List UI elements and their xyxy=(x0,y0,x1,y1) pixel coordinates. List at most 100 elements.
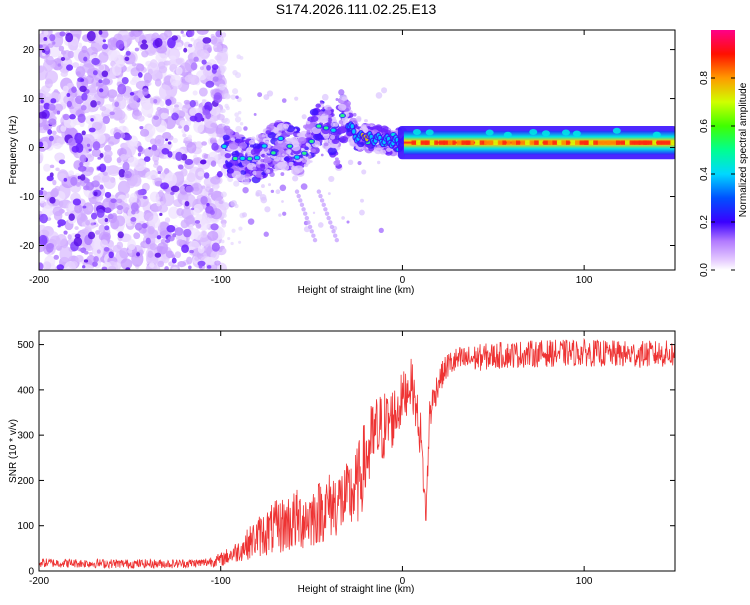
heatmap-cell-fade xyxy=(222,213,227,218)
heatmap-cell-transition xyxy=(277,150,286,158)
heatmap-cell-transition xyxy=(309,108,319,116)
heatmap-cell-noise xyxy=(186,256,193,265)
heatmap-cell-stray xyxy=(264,206,271,213)
heatmap-cell-noise xyxy=(104,149,113,158)
heatmap-cell-noise-peak xyxy=(120,132,126,139)
heatmap-cell-fade xyxy=(233,180,240,187)
heatmap-cell-noise xyxy=(95,230,101,235)
heatmap-cell-noise-peak xyxy=(73,237,83,247)
heatmap-cell-noise xyxy=(98,64,105,71)
heatmap-cell-noise xyxy=(76,181,81,187)
heatmap-cell-noise xyxy=(78,42,83,48)
heatmap-cell-noise xyxy=(103,176,116,190)
heatmap-cell-noise-peak xyxy=(200,195,208,205)
heatmap-tone-core xyxy=(429,140,436,145)
x-tick-label: -200 xyxy=(29,576,49,587)
heatmap-tone-core xyxy=(438,140,445,145)
heatmap-cell-fade xyxy=(224,103,229,109)
heatmap-cell-fade xyxy=(223,201,229,208)
heatmap-cell-noise xyxy=(58,45,65,52)
heatmap-cell-noise xyxy=(108,95,115,103)
x-tick-label: 100 xyxy=(576,275,593,286)
heatmap-cell-noise-peak xyxy=(74,132,84,144)
heatmap-cell-noise-peak xyxy=(170,191,175,196)
heatmap-cell-noise-peak xyxy=(39,111,47,119)
heatmap-cell-stray xyxy=(312,211,316,215)
heatmap-cell-noise-peak xyxy=(198,264,203,269)
heatmap-cell-fade xyxy=(227,236,231,241)
heatmap-cell-noise xyxy=(200,230,208,238)
heatmap-cell-noise-peak xyxy=(123,134,132,141)
snr-series-line xyxy=(39,337,675,570)
heatmap-cell-noise-peak xyxy=(154,37,163,48)
heatmap-cell-noise-peak xyxy=(161,148,170,155)
heatmap-cell-noise-peak xyxy=(108,251,114,259)
heatmap-cell-transition xyxy=(273,156,281,162)
heatmap-cell-transition xyxy=(304,123,314,132)
heatmap-tone-core xyxy=(656,140,662,145)
heatmap-cell-stray xyxy=(378,227,384,234)
heatmap-cell-fade xyxy=(239,56,244,60)
heatmap-cell-transition xyxy=(327,147,338,155)
heatmap-tone-core xyxy=(506,140,511,145)
heatmap-tone-bump xyxy=(541,130,550,137)
heatmap-cell-fade xyxy=(231,228,236,233)
heatmap-cell-noise xyxy=(75,254,84,263)
heatmap-cell-fade xyxy=(238,240,242,244)
heatmap-cell-transition xyxy=(364,119,368,123)
heatmap-cell-noise xyxy=(176,239,184,247)
heatmap-cell-stray xyxy=(269,171,275,178)
heatmap-cell-noise xyxy=(127,239,136,251)
heatmap-tone-bump xyxy=(412,129,421,136)
heatmap-cell-noise-peak xyxy=(189,249,194,254)
heatmap-cell-noise-peak xyxy=(114,101,120,108)
heatmap-cell-stray xyxy=(347,159,354,166)
heatmap-cell-noise xyxy=(193,120,205,134)
heatmap-cell-noise xyxy=(144,212,154,221)
heatmap-cell-core-bright xyxy=(247,157,252,161)
heatmap-cell-noise xyxy=(91,121,103,131)
heatmap-cell-noise-peak xyxy=(185,185,194,193)
heatmap-cell-noise-peak xyxy=(82,265,86,269)
heatmap-cell-noise xyxy=(153,159,159,166)
heatmap-cell-noise xyxy=(162,191,175,207)
heatmap-cell-stray xyxy=(267,183,272,187)
heatmap-cell-fade xyxy=(232,88,239,95)
y-tick-label: -20 xyxy=(20,241,35,252)
heatmap-cell-noise-peak xyxy=(165,99,172,106)
heatmap-cell-fade xyxy=(221,108,226,113)
heatmap-cell-noise xyxy=(62,50,72,61)
heatmap-cell-stray xyxy=(235,95,239,99)
heatmap-tone-core xyxy=(570,140,580,145)
heatmap-cell-noise-peak xyxy=(90,212,98,220)
spectrogram-x-ticks: -200 -100 0 100 xyxy=(29,30,593,286)
heatmap-tone-core xyxy=(625,140,632,145)
heatmap-cell-noise-peak xyxy=(137,145,143,153)
heatmap-cell-noise-peak xyxy=(156,235,162,240)
heatmap-cell-noise xyxy=(201,99,206,103)
heatmap-cell-streak xyxy=(299,202,305,208)
heatmap-cell-stray xyxy=(259,194,267,201)
heatmap-cell-noise-peak xyxy=(50,98,57,104)
heatmap-cell-noise-peak xyxy=(74,233,81,239)
heatmap-cell-noise xyxy=(107,165,121,177)
heatmap-cell-noise xyxy=(187,134,193,140)
heatmap-cell-streak xyxy=(301,207,306,212)
y-tick-label: 0 xyxy=(28,143,34,154)
heatmap-cell-noise-peak xyxy=(183,228,192,238)
heatmap-cell-noise-peak xyxy=(122,161,130,171)
heatmap-cell-noise-peak xyxy=(183,183,188,187)
heatmap-cell-fade xyxy=(223,118,231,125)
heatmap-cell-noise-peak xyxy=(165,138,169,142)
chart-title: S174.2026.111.02.25.E13 xyxy=(276,1,437,17)
heatmap-cell-core-bright xyxy=(278,136,283,141)
heatmap-tone-bump xyxy=(529,128,538,135)
heatmap-cell-stray xyxy=(292,175,299,182)
heatmap-cell-transition xyxy=(228,142,239,150)
heatmap-cell-noise xyxy=(67,234,72,240)
heatmap-cell-noise-peak xyxy=(171,257,177,264)
heatmap-cell-noise xyxy=(133,111,141,117)
heatmap-cell-core-bright xyxy=(222,144,227,148)
heatmap-cell-noise xyxy=(91,82,96,88)
heatmap-cell-streak xyxy=(307,224,313,230)
